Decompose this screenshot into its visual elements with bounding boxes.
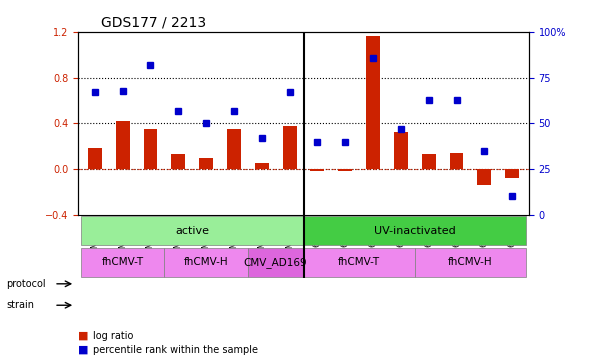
FancyBboxPatch shape: [415, 248, 526, 277]
Bar: [394, 132, 408, 169]
Text: strain: strain: [6, 300, 34, 310]
Text: GDS177 / 2213: GDS177 / 2213: [101, 16, 206, 30]
Bar: [422, 154, 436, 169]
Bar: [477, 169, 492, 185]
Bar: [505, 169, 519, 178]
Text: fhCMV-T: fhCMV-T: [338, 257, 380, 267]
FancyBboxPatch shape: [304, 248, 415, 277]
Text: log ratio: log ratio: [93, 331, 133, 341]
Bar: [171, 154, 185, 169]
Bar: [450, 153, 463, 169]
Text: fhCMV-H: fhCMV-H: [448, 257, 493, 267]
FancyBboxPatch shape: [248, 248, 304, 277]
Bar: [282, 126, 296, 169]
Bar: [116, 121, 130, 169]
Bar: [311, 169, 325, 171]
Bar: [366, 36, 380, 169]
FancyBboxPatch shape: [165, 248, 248, 277]
FancyBboxPatch shape: [81, 216, 304, 245]
FancyBboxPatch shape: [304, 216, 526, 245]
FancyBboxPatch shape: [81, 248, 165, 277]
Text: ■: ■: [78, 331, 88, 341]
Bar: [199, 157, 213, 169]
Bar: [88, 149, 102, 169]
Text: UV-inactivated: UV-inactivated: [374, 226, 456, 236]
Text: fhCMV-T: fhCMV-T: [102, 257, 144, 267]
Bar: [255, 163, 269, 169]
Text: percentile rank within the sample: percentile rank within the sample: [93, 345, 258, 355]
Bar: [338, 169, 352, 171]
Text: ■: ■: [78, 345, 88, 355]
Text: active: active: [175, 226, 209, 236]
Bar: [227, 129, 241, 169]
Text: CMV_AD169: CMV_AD169: [244, 257, 308, 268]
Text: fhCMV-H: fhCMV-H: [184, 257, 228, 267]
Text: protocol: protocol: [6, 279, 46, 289]
Bar: [144, 129, 157, 169]
